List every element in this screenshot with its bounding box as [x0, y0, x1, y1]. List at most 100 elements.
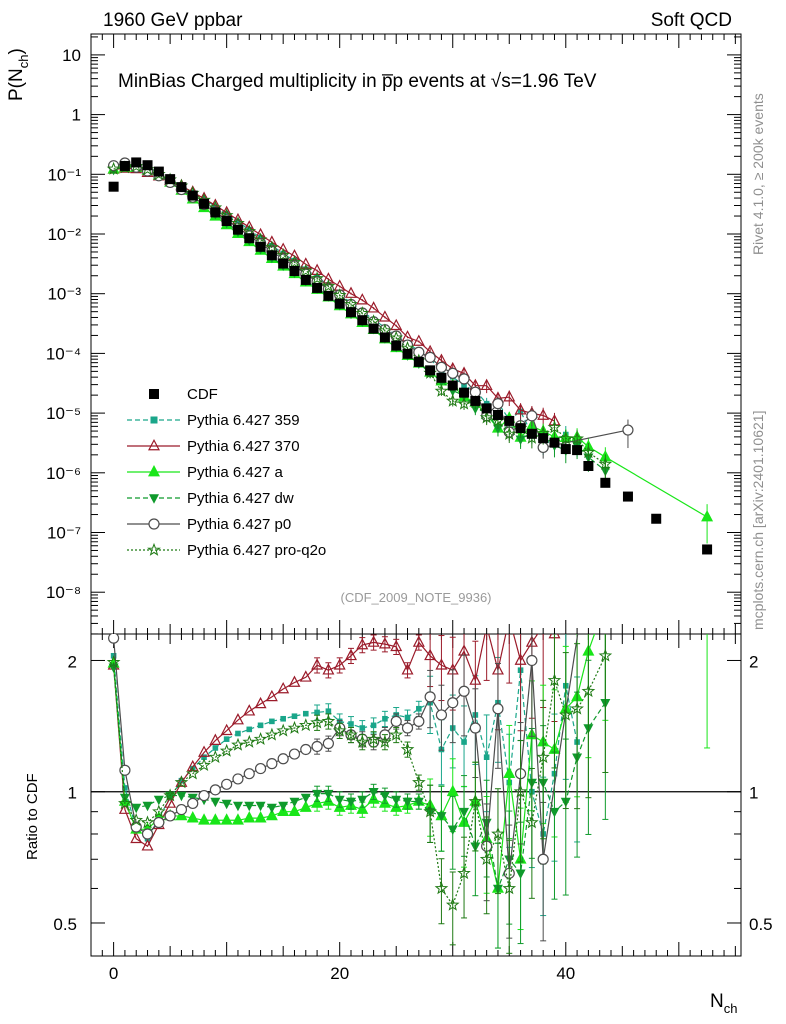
ratio-point	[446, 784, 459, 797]
data-point	[310, 271, 324, 285]
ratio-point	[152, 804, 166, 818]
ratio-point	[424, 648, 437, 661]
ratio-point	[186, 811, 199, 823]
ratio-point	[344, 727, 358, 741]
data-point	[598, 456, 613, 470]
ratio-point	[280, 715, 286, 722]
ratio-point	[175, 803, 188, 816]
ratio-point	[382, 715, 388, 722]
ratio-point	[581, 684, 596, 698]
ratio-point	[201, 754, 207, 760]
ratio-point	[623, 301, 633, 311]
ratio-point	[536, 749, 550, 764]
ratio-point	[300, 793, 311, 804]
cdf-point	[142, 160, 153, 171]
cdf-point	[504, 415, 515, 426]
cdf-point	[583, 461, 594, 472]
data-point	[257, 234, 264, 241]
rivet-version-label: Rivet 4.1.0, ≥ 200k events	[750, 93, 766, 255]
cdf-point	[492, 409, 503, 420]
ratio-point	[164, 810, 176, 822]
ratio-point	[246, 726, 253, 733]
cdf-point	[278, 258, 289, 269]
collision-energy-label: 1960 GeV ppbar	[103, 10, 243, 31]
cdf-point	[413, 356, 424, 367]
ratio-point	[131, 803, 142, 814]
ratio-point	[129, 813, 144, 827]
ratio-point	[153, 816, 165, 829]
data-point	[503, 390, 516, 402]
ratio-point	[423, 804, 437, 818]
data-point	[223, 211, 230, 217]
cdf-point	[447, 380, 458, 391]
legend-marker	[149, 389, 159, 399]
ratio-point	[367, 635, 380, 647]
ratio-point	[389, 727, 404, 741]
ratio-point	[185, 766, 200, 780]
ratio-point	[244, 801, 255, 812]
ratio-point	[277, 681, 290, 694]
ratio-point	[178, 777, 185, 784]
ratio-point	[130, 831, 143, 844]
cdf-point	[165, 174, 176, 185]
ratio-series-pythia-6-427-a	[107, 634, 711, 949]
data-point	[461, 383, 467, 389]
cdf-point	[357, 315, 368, 326]
data-point	[356, 293, 369, 305]
data-point	[288, 249, 301, 261]
legend-marker	[148, 518, 160, 530]
ratio-point	[311, 658, 324, 670]
ratio-point	[348, 721, 354, 727]
ratio-point	[288, 804, 301, 817]
ratio-point	[287, 720, 302, 734]
cdf-point	[153, 166, 164, 177]
ratio-point	[445, 897, 460, 911]
ratio-point	[254, 762, 267, 775]
main-panel: 10 1 10⁻¹ 10⁻² 10⁻³ 10⁻⁴ 10⁻⁵ 10⁻⁶ 10⁻⁷ 10⁻⁸ MinB…	[6, 33, 742, 635]
ratio-point	[570, 701, 584, 715]
legend-item-pythia-6-427-pro-q2o: Pythia 6.427 pro-q2o	[127, 542, 326, 559]
x-tick-label: 40	[556, 964, 575, 983]
data-point	[701, 509, 714, 522]
chart-title: MinBias Charged multiplicity in p̅p even…	[118, 71, 597, 92]
ratio-series-pythia-6-427-dw	[108, 634, 611, 949]
ratio-point	[269, 718, 275, 725]
ratio-point	[176, 791, 187, 802]
ratio-point	[355, 734, 370, 748]
ratio-point	[231, 813, 244, 825]
ratio-point	[458, 685, 470, 697]
data-point	[264, 240, 279, 254]
ratio-point	[401, 722, 414, 734]
mcplots-url-label: mcplots.cern.ch [arXiv:2401.10621]	[750, 411, 766, 630]
data-point	[492, 424, 503, 434]
ratio-point	[311, 796, 324, 808]
cdf-point	[323, 290, 334, 301]
ratio-point	[311, 740, 323, 753]
ratio-point	[140, 815, 155, 829]
ratio-point	[468, 794, 483, 808]
legend-label: Pythia 6.427 a	[187, 464, 284, 481]
ratio-point	[278, 801, 289, 812]
ratio-point	[265, 689, 278, 702]
cdf-point	[300, 274, 311, 285]
ratio-point	[504, 612, 514, 622]
ratio-point	[378, 734, 392, 748]
y-tick-label: 10⁻⁸	[46, 583, 81, 602]
ratio-point	[231, 737, 245, 751]
ratio-point	[254, 696, 267, 709]
ratio-point	[345, 648, 357, 661]
ratio-point	[122, 785, 128, 791]
ratio-point	[300, 743, 312, 756]
cdf-point	[334, 298, 345, 309]
series-line	[113, 167, 555, 422]
ratio-point	[391, 795, 402, 806]
legend-label: Pythia 6.427 370	[187, 438, 300, 455]
cdf-point	[402, 348, 413, 359]
series-pythia-6-427-370	[107, 161, 561, 434]
ratio-point	[221, 799, 232, 810]
y-tick-label: 10⁻⁶	[46, 464, 81, 483]
ratio-point	[108, 634, 120, 644]
ratio-point	[276, 723, 290, 737]
ratio-point	[243, 768, 255, 780]
